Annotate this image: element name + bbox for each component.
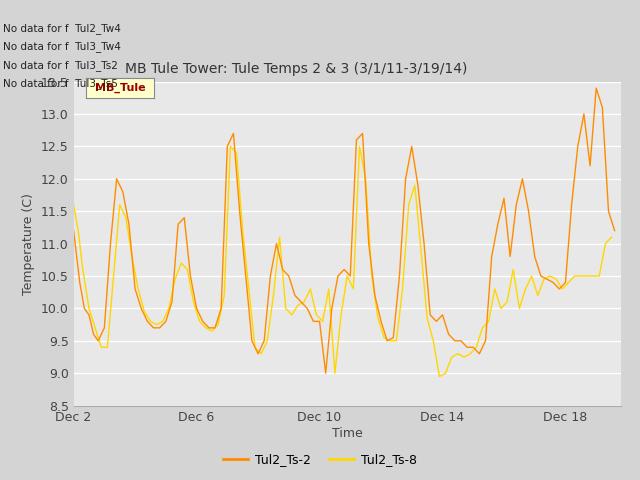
Tul2_Ts-8 (559, 286, 566, 292)
Text: No data for f  Tul3_Ts5: No data for f Tul3_Ts5 (3, 78, 118, 89)
X-axis label: Time: Time (332, 427, 363, 440)
Tul2_Ts-2 (593, 85, 600, 91)
Tul2_Ts-2 (125, 221, 132, 227)
Tul2_Ts-2 (531, 254, 539, 260)
Line: Tul2_Ts-2: Tul2_Ts-2 (74, 88, 614, 373)
Legend: Tul2_Ts-2, Tul2_Ts-8: Tul2_Ts-2, Tul2_Ts-8 (218, 448, 422, 471)
Y-axis label: Temperature (C): Temperature (C) (22, 192, 35, 295)
Tul2_Ts-8 (134, 286, 142, 292)
Tul2_Ts-8 (349, 286, 357, 292)
Tul2_Ts-8 (70, 202, 77, 208)
Text: MB_Tule: MB_Tule (95, 83, 145, 94)
Tul2_Ts-2 (605, 208, 612, 214)
Tul2_Ts-8 (122, 215, 130, 221)
Text: No data for f  Tul3_Tw4: No data for f Tul3_Tw4 (3, 41, 121, 52)
Text: No data for f  Tul3_Ts2: No data for f Tul3_Ts2 (3, 60, 118, 71)
Tul2_Ts-8 (608, 234, 616, 240)
Tul2_Ts-8 (436, 373, 444, 379)
Tul2_Ts-8 (282, 306, 289, 312)
Tul2_Ts-2 (383, 338, 391, 344)
Text: MB Tule Tower: Tule Temps 2 & 3 (3/1/11-3/19/14): MB Tule Tower: Tule Temps 2 & 3 (3/1/11-… (125, 62, 468, 76)
Tul2_Ts-2 (70, 228, 77, 234)
Tul2_Ts-2 (199, 319, 207, 324)
Tul2_Ts-2 (187, 273, 195, 279)
Text: No data for f  Tul2_Tw4: No data for f Tul2_Tw4 (3, 23, 121, 34)
Tul2_Ts-8 (227, 144, 234, 149)
Tul2_Ts-2 (611, 228, 618, 234)
Tul2_Ts-8 (177, 260, 185, 266)
Line: Tul2_Ts-8: Tul2_Ts-8 (74, 146, 612, 376)
Tul2_Ts-2 (322, 371, 330, 376)
